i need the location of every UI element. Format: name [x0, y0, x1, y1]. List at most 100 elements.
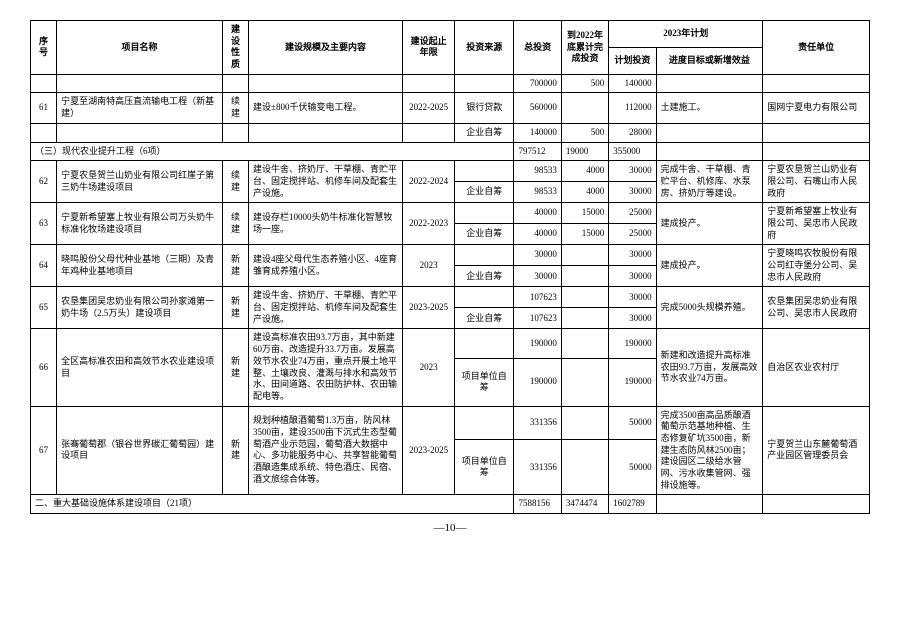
project-table: 序号 项目名称 建设性质 建设规模及主要内容 建设起止年限 投资来源 总投资 到…	[30, 20, 870, 514]
cell-source	[455, 161, 514, 182]
cell-period: 2022-2025	[403, 93, 455, 123]
cell-prog: 建成投产。	[656, 245, 763, 287]
table-row: 65农垦集团吴忠奶业有限公司孙家滩第一奶牛场（2.5万头）建设项目新建建设牛舍、…	[31, 287, 870, 308]
cell-total: 40000	[514, 224, 561, 245]
cell-resp: 自治区农业农村厅	[763, 329, 870, 406]
cell-type: 新建	[222, 245, 248, 287]
cell-source	[455, 245, 514, 266]
cell-source	[455, 329, 514, 358]
cell-cum	[561, 406, 608, 440]
cell-resp	[763, 74, 870, 93]
cell-total: 331356	[514, 406, 561, 440]
cell-resp: 宁夏晓鸣农牧股份有限公司红寺堡分公司、吴忠市人民政府	[763, 245, 870, 287]
cell-cum: 15000	[561, 224, 608, 245]
cell-source	[455, 74, 514, 93]
cell-source: 企业自筹	[455, 182, 514, 203]
cell-period: 2023-2025	[403, 406, 455, 495]
cell-seq	[31, 74, 57, 93]
cell-cum: 500	[561, 74, 608, 93]
section-resp	[763, 495, 870, 514]
cell-prog	[656, 74, 763, 93]
cell-source: 企业自筹	[455, 224, 514, 245]
header-scale: 建设规模及主要内容	[249, 21, 403, 75]
section-prog	[656, 142, 763, 161]
cell-plan: 30000	[609, 245, 656, 266]
header-total: 总投资	[514, 21, 561, 75]
cell-period	[403, 123, 455, 142]
cell-type	[222, 74, 248, 93]
cell-resp: 宁夏农垦贺兰山奶业有限公司、石嘴山市人民政府	[763, 161, 870, 203]
cell-plan: 190000	[609, 358, 656, 406]
section-total: 797512	[514, 142, 561, 161]
cell-name	[57, 123, 223, 142]
cell-period	[403, 74, 455, 93]
cell-type: 新建	[222, 329, 248, 406]
table-row: 62宁夏农垦贺兰山奶业有限公司红崖子第三奶牛场建设项目续建建设牛舍、挤奶厅、干草…	[31, 161, 870, 182]
header-name: 项目名称	[57, 21, 223, 75]
table-row: 700000500140000	[31, 74, 870, 93]
table-row: 61宁夏至湖南特高压直流输电工程（新基建）续建建设±800千伏输变电工程。202…	[31, 93, 870, 123]
section-cum: 3474474	[561, 495, 608, 514]
table-row: 67张骞葡萄郡（银谷世界碳汇葡萄园）建设项目新建规划种植酿酒葡萄1.3万亩，防风…	[31, 406, 870, 440]
cell-name: 宁夏至湖南特高压直流输电工程（新基建）	[57, 93, 223, 123]
cell-prog: 完成3500亩高品质酿酒葡萄示范基地种植、生态修复矿坑3500亩，新建生态防风林…	[656, 406, 763, 495]
header-planInvest: 计划投资	[609, 47, 656, 74]
cell-prog: 完成牛舍、干草棚、青贮平台、机修库、水泵房、挤奶厅等建设。	[656, 161, 763, 203]
cell-source: 企业自筹	[455, 266, 514, 287]
cell-scale	[249, 123, 403, 142]
cell-resp: 宁夏新希望塞上牧业有限公司、吴忠市人民政府	[763, 203, 870, 245]
cell-total: 700000	[514, 74, 561, 93]
cell-seq: 61	[31, 93, 57, 123]
cell-cum: 4000	[561, 182, 608, 203]
cell-source: 项目单位自筹	[455, 440, 514, 495]
cell-prog: 土建施工。	[656, 93, 763, 123]
cell-scale	[249, 74, 403, 93]
table-row: （三）现代农业提升工程（6项）79751219000355000	[31, 142, 870, 161]
cell-type	[222, 123, 248, 142]
header-seq: 序号	[31, 21, 57, 75]
header-responsible: 责任单位	[763, 21, 870, 75]
section-total: 7588156	[514, 495, 561, 514]
section-resp	[763, 142, 870, 161]
cell-scale: 建设±800千伏输变电工程。	[249, 93, 403, 123]
cell-total: 98533	[514, 182, 561, 203]
cell-resp	[763, 123, 870, 142]
cell-source: 企业自筹	[455, 123, 514, 142]
cell-plan: 190000	[609, 329, 656, 358]
cell-type: 新建	[222, 287, 248, 329]
cell-total: 560000	[514, 93, 561, 123]
header-cumulative: 到2022年底累计完成投资	[561, 21, 608, 75]
cell-seq: 66	[31, 329, 57, 406]
section-prog	[656, 495, 763, 514]
cell-plan: 30000	[609, 308, 656, 329]
cell-plan: 30000	[609, 266, 656, 287]
cell-plan: 50000	[609, 440, 656, 495]
cell-plan: 30000	[609, 287, 656, 308]
cell-period: 2023	[403, 329, 455, 406]
cell-cum	[561, 358, 608, 406]
cell-name	[57, 74, 223, 93]
cell-cum: 15000	[561, 203, 608, 224]
header-plan2023: 2023年计划	[609, 21, 763, 48]
cell-type: 续建	[222, 93, 248, 123]
section-label: 二、重大基础设施体系建设项目（21项）	[31, 495, 514, 514]
cell-scale: 建设存栏10000头奶牛标准化智慧牧场一座。	[249, 203, 403, 245]
table-row: 企业自筹14000050028000	[31, 123, 870, 142]
cell-resp: 国网宁夏电力有限公司	[763, 93, 870, 123]
section-cum: 19000	[561, 142, 608, 161]
cell-scale: 建设高标准农田93.7万亩，其中新建60万亩、改造提升33.7万亩。发展高效节水…	[249, 329, 403, 406]
cell-seq: 63	[31, 203, 57, 245]
cell-cum	[561, 245, 608, 266]
cell-source	[455, 203, 514, 224]
cell-source	[455, 287, 514, 308]
cell-period: 2023-2025	[403, 287, 455, 329]
cell-cum	[561, 329, 608, 358]
cell-name: 农垦集团吴忠奶业有限公司孙家滩第一奶牛场（2.5万头）建设项目	[57, 287, 223, 329]
cell-name: 宁夏农垦贺兰山奶业有限公司红崖子第三奶牛场建设项目	[57, 161, 223, 203]
cell-prog	[656, 123, 763, 142]
cell-total: 190000	[514, 329, 561, 358]
section-label: （三）现代农业提升工程（6项）	[31, 142, 514, 161]
cell-period: 2023	[403, 245, 455, 287]
cell-total: 30000	[514, 266, 561, 287]
cell-scale: 建设4座父母代生态养殖小区、4座育雏育成养殖小区。	[249, 245, 403, 287]
